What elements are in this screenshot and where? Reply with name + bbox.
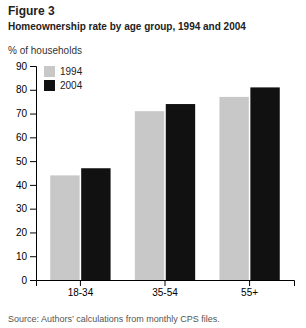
x-tick-label: 35-54 [152, 287, 178, 298]
y-tick: 30 [16, 203, 36, 214]
bar [50, 175, 79, 280]
x-tick: 18-34 [68, 280, 94, 298]
y-tick-label: 60 [16, 132, 28, 143]
x-tick: 35-54 [152, 280, 178, 298]
x-tick: 55+ [241, 280, 258, 298]
bars [50, 87, 280, 280]
legend: 1994 2004 [44, 66, 83, 91]
y-tick-mark [30, 66, 36, 67]
chart-svg: Figure 3 Homeownership rate by age group,… [0, 0, 306, 328]
bar-series [50, 97, 249, 280]
legend-label: 2004 [60, 80, 83, 91]
y-axis: 0 10 20 30 40 50 60 70 80 90 [16, 61, 37, 286]
legend-item: 1994 [44, 66, 83, 77]
y-tick-mark [30, 161, 36, 162]
x-tick-mark [249, 280, 250, 286]
x-axis-line [37, 281, 295, 287]
y-tick-mark [30, 256, 36, 257]
y-tick-mark [30, 185, 36, 186]
y-tick-label: 0 [21, 275, 27, 286]
source-note: Source: Authors’ calculations from month… [8, 314, 220, 324]
plot-area: 0 10 20 30 40 50 60 70 80 90 18-34 35-54 55+ 1994 2004 [16, 61, 295, 298]
y-tick-label: 30 [16, 203, 28, 214]
y-tick-label: 90 [16, 61, 28, 72]
y-tick-label: 20 [16, 227, 28, 238]
y-tick-label: 10 [16, 251, 28, 262]
y-tick: 60 [16, 132, 36, 143]
bar [250, 87, 279, 280]
title: Figure 3 [8, 4, 55, 18]
y-tick-label: 80 [16, 84, 28, 95]
x-tick-label: 55+ [241, 287, 258, 298]
y-tick: 40 [16, 180, 36, 191]
y-tick: 10 [16, 251, 36, 262]
y-tick: 70 [16, 108, 36, 119]
x-tick-mark [165, 280, 166, 286]
bar [219, 97, 248, 280]
y-tick-label: 50 [16, 156, 28, 167]
legend-swatch [44, 66, 55, 77]
y-tick-mark [30, 114, 36, 115]
y-axis-title: % of households [8, 45, 82, 56]
y-tick: 20 [16, 227, 36, 238]
x-tick-mark [80, 280, 81, 286]
y-tick-mark [30, 90, 36, 91]
y-tick: 0 [21, 275, 36, 286]
bar [81, 168, 110, 280]
y-tick-label: 70 [16, 108, 28, 119]
legend-item: 2004 [44, 80, 83, 91]
x-tick-label: 18-34 [68, 287, 94, 298]
x-axis: 18-34 35-54 55+ [37, 280, 295, 298]
y-tick-label: 40 [16, 180, 28, 191]
y-tick: 80 [16, 84, 36, 95]
y-tick-mark [30, 209, 36, 210]
y-tick: 90 [16, 61, 36, 72]
y-tick: 50 [16, 156, 36, 167]
bar [166, 104, 195, 280]
bar-series [81, 87, 280, 280]
y-axis-line [30, 67, 37, 281]
legend-swatch [44, 80, 55, 91]
legend-label: 1994 [60, 66, 83, 77]
y-tick-mark [30, 137, 36, 138]
subtitle: Homeownership rate by age group, 1994 an… [8, 21, 246, 32]
y-tick-mark [30, 232, 36, 233]
bar [135, 111, 164, 280]
y-tick-mark [30, 280, 36, 281]
